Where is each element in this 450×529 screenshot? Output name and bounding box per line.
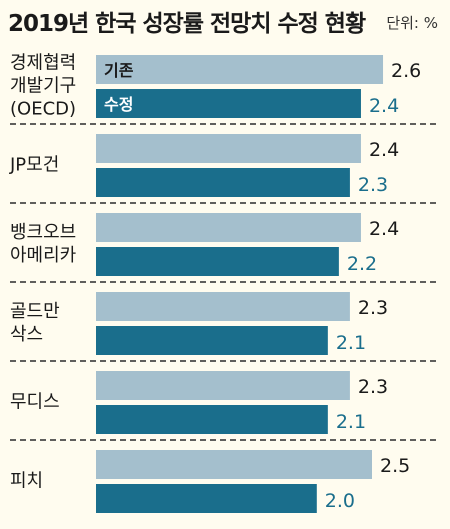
- bar-previous: [96, 292, 350, 321]
- value-label-previous: 2.3: [358, 297, 388, 319]
- value-label-revised: 2.0: [325, 490, 355, 512]
- category-label: 무디스: [10, 392, 60, 413]
- category-label: 아메리카: [10, 245, 76, 266]
- legend-previous: 기존: [104, 61, 134, 80]
- value-label-previous: 2.6: [391, 60, 421, 82]
- bar-revised: [96, 326, 328, 355]
- value-label-revised: 2.2: [347, 253, 377, 275]
- value-label-revised: 2.1: [336, 411, 366, 433]
- bar-previous: [96, 450, 372, 479]
- value-label-previous: 2.4: [369, 218, 399, 240]
- category-label: 피치: [10, 471, 43, 492]
- bar-previous: [96, 134, 361, 163]
- value-label-revised: 2.1: [336, 332, 366, 354]
- bar-revised: [96, 89, 361, 118]
- category-label: 뱅크오브: [10, 222, 76, 243]
- category-label: 삭스: [10, 324, 43, 345]
- bar-previous: [96, 213, 361, 242]
- legend-revised: 수정: [104, 95, 133, 114]
- bar-previous: [96, 371, 350, 400]
- value-label-revised: 2.4: [369, 95, 399, 117]
- unit-label: 단위: %: [386, 14, 438, 32]
- category-label: (OECD): [10, 99, 76, 120]
- bar-previous: [96, 55, 384, 84]
- chart-title: 2019년 한국 성장률 전망치 수정 현황: [8, 11, 366, 37]
- bar-revised: [96, 405, 328, 434]
- value-label-previous: 2.5: [380, 455, 410, 477]
- value-label-revised: 2.3: [358, 174, 388, 196]
- category-label: 골드만: [10, 301, 60, 322]
- value-label-previous: 2.4: [369, 139, 399, 161]
- category-label: JP모건: [9, 155, 59, 176]
- category-label: 경제협력: [10, 53, 76, 74]
- bar-revised: [96, 247, 339, 276]
- category-label: 개발기구: [10, 76, 76, 97]
- bar-revised: [96, 484, 317, 513]
- value-label-previous: 2.3: [358, 376, 388, 398]
- bar-revised: [96, 168, 350, 197]
